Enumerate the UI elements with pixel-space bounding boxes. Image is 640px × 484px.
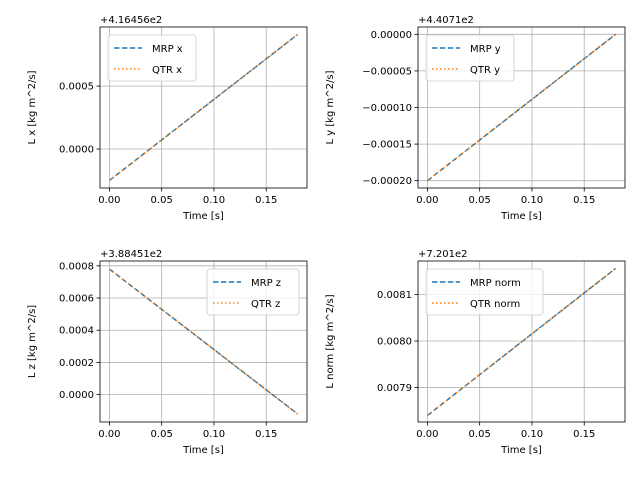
x-tick-label: 0.10	[521, 429, 543, 440]
y-tick-label: 0.0005	[59, 82, 94, 93]
x-axis-label: Time [s]	[500, 211, 542, 222]
y-offset-label: +4.16456e2	[100, 15, 162, 26]
axes-frame	[417, 260, 626, 423]
axes-frame	[99, 26, 308, 189]
series-line-mrp-x	[108, 33, 299, 182]
x-tick-label: 0.10	[521, 195, 543, 206]
y-tick-label: 0.0080	[377, 337, 412, 348]
x-tick-label: 0.00	[416, 429, 438, 440]
y-tick-label: −0.00010	[362, 103, 412, 114]
y-tick-label: 0.0006	[59, 294, 94, 305]
chart-panel-2: 0.00 0.05 0.10 0.15 −0.00020 −0.00015 −0.00010…	[325, 15, 626, 222]
x-tick-label: 0.15	[255, 195, 277, 206]
y-axis-label: L norm [kg m^2/s]	[325, 294, 336, 388]
x-tick-label: 0.15	[573, 195, 595, 206]
y-tick-label: −0.00005	[362, 66, 412, 77]
legend: MRP y QTR y	[425, 34, 515, 82]
y-offset-label: +4.4071e2	[418, 15, 474, 26]
legend-label: MRP x	[152, 44, 183, 55]
y-tick-label: 0.0000	[59, 145, 94, 156]
x-tick-label: 0.05	[469, 429, 491, 440]
x-tick-label: 0.00	[98, 429, 120, 440]
x-tick-label: 0.05	[469, 195, 491, 206]
legend-box	[425, 268, 544, 316]
series-line-mrp-y	[426, 33, 617, 182]
x-axis-label: Time [s]	[182, 445, 224, 456]
y-tick-label: 0.0000	[59, 390, 94, 401]
legend: MRP norm QTR norm	[425, 268, 544, 316]
legend: MRP x QTR x	[107, 34, 197, 82]
legend: MRP z QTR z	[206, 268, 300, 316]
y-tick-label: 0.00000	[371, 30, 412, 41]
y-tick-label: 0.0079	[377, 383, 412, 394]
y-tick-label: −0.00015	[362, 140, 412, 151]
legend-label: QTR x	[152, 65, 182, 76]
y-tick-label: 0.0008	[59, 261, 94, 272]
y-tick-label: 0.0004	[59, 326, 94, 337]
y-tick-label: −0.00020	[362, 176, 412, 187]
y-tick-label: 0.0002	[59, 358, 94, 369]
chart-panel-1: 0.00 0.05 0.10 0.15 0.0000 0.0005 +4.16456e2 Ti…	[27, 15, 308, 222]
legend-label: MRP y	[470, 44, 501, 55]
x-tick-label: 0.10	[203, 195, 225, 206]
series-line-mrp-z	[108, 268, 299, 415]
x-tick-label: 0.05	[151, 429, 173, 440]
y-axis-label: L z [kg m^2/s]	[27, 305, 38, 378]
axes-frame	[99, 260, 308, 423]
x-tick-label: 0.00	[416, 195, 438, 206]
y-offset-label: +7.201e2	[418, 249, 468, 260]
x-axis-label: Time [s]	[182, 211, 224, 222]
x-tick-label: 0.05	[151, 195, 173, 206]
legend-label: MRP z	[251, 278, 281, 289]
x-tick-label: 0.15	[255, 429, 277, 440]
y-axis-label: L x [kg m^2/s]	[27, 70, 38, 144]
chart-panel-3: 0.00 0.05 0.10 0.15 0.0000 0.0002 0.0004 0.0006…	[27, 249, 308, 456]
y-offset-label: +3.88451e2	[100, 249, 162, 260]
x-axis-label: Time [s]	[500, 445, 542, 456]
x-tick-label: 0.10	[203, 429, 225, 440]
chart-panel-4: 0.00 0.05 0.10 0.15 0.0079 0.0080 0.0081 +7.201…	[325, 249, 626, 456]
legend-label: QTR norm	[470, 299, 520, 310]
legend-label: QTR z	[251, 299, 280, 310]
y-tick-label: 0.0081	[377, 290, 412, 301]
x-tick-label: 0.00	[98, 195, 120, 206]
legend-label: MRP norm	[470, 278, 521, 289]
x-tick-label: 0.15	[573, 429, 595, 440]
series-line-mrp-norm	[426, 267, 617, 417]
legend-label: QTR y	[470, 65, 500, 76]
y-axis-label: L y [kg m^2/s]	[325, 70, 336, 144]
